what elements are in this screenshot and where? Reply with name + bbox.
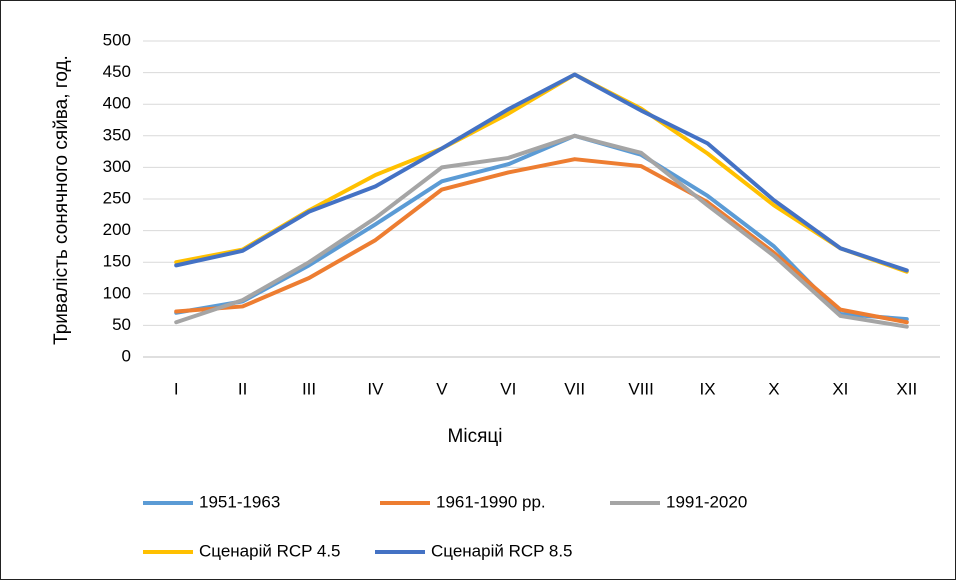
y-tick-label: 250 — [103, 188, 131, 207]
x-tick-label: IV — [367, 379, 384, 398]
y-tick-label: 150 — [103, 252, 131, 271]
y-axis-title: Тривалість сонячного сяйва, год. — [51, 55, 72, 345]
series-line — [174, 157, 909, 325]
y-tick-label: 50 — [112, 315, 131, 334]
x-tick-label: VI — [500, 379, 516, 398]
x-tick-label: I — [174, 379, 179, 398]
y-tick-label: 350 — [103, 125, 131, 144]
x-tick-label: V — [436, 379, 448, 398]
x-tick-label: IX — [700, 379, 716, 398]
x-tick-label: XI — [832, 379, 848, 398]
x-tick-label: VII — [564, 379, 585, 398]
x-tick-label: X — [768, 379, 779, 398]
y-tick-label: 450 — [103, 62, 131, 81]
x-tick-label: II — [238, 379, 247, 398]
y-tick-label: 100 — [103, 283, 131, 302]
y-tick-label: 300 — [103, 157, 131, 176]
legend-label: 1991-2020 — [666, 492, 747, 511]
legend-label: 1961-1990 рр. — [436, 492, 546, 511]
y-tick-label: 400 — [103, 94, 131, 113]
y-tick-label: 0 — [122, 346, 131, 365]
x-tick-label: III — [302, 379, 316, 398]
series-line — [174, 72, 909, 273]
legend-label: 1951-1963 — [199, 492, 280, 511]
x-tick-label: VIII — [628, 379, 654, 398]
x-axis-title: Місяці — [448, 426, 503, 447]
y-tick-label: 500 — [103, 30, 131, 49]
series-line — [174, 133, 909, 329]
y-tick-label: 200 — [103, 220, 131, 239]
x-tick-label: XII — [896, 379, 917, 398]
legend-label: Сценарій RCP 8.5 — [431, 541, 573, 560]
legend-label: Сценарій RCP 4.5 — [199, 541, 341, 560]
series-line — [174, 133, 909, 322]
